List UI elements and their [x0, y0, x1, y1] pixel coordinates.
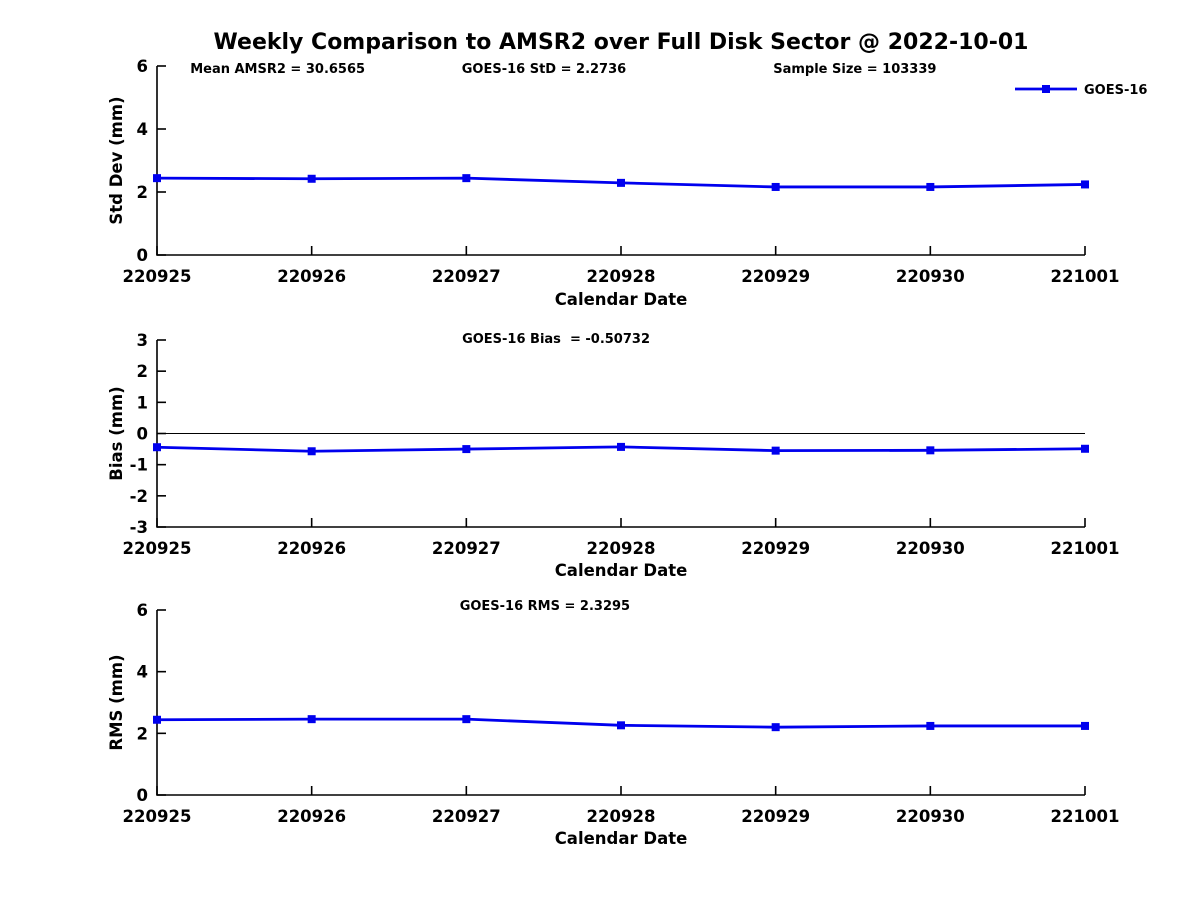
rms-subplot: 0 2 4 6 220925 220926 220927 220928 220929 220930… — [0, 595, 1200, 855]
x-tick-label: 220926 — [277, 807, 346, 826]
data-point-marker — [1081, 180, 1089, 189]
x-tick-label: 220926 — [277, 267, 346, 286]
data-point-marker — [307, 715, 316, 724]
y-tick-label: 2 — [137, 183, 148, 202]
x-tick-label: 220927 — [432, 807, 501, 826]
data-point-marker — [153, 174, 161, 183]
x-tick-label: 220929 — [741, 539, 810, 558]
x-tick-label: 220929 — [741, 267, 810, 286]
stddev-chart: 0 2 4 6 220925 220926 220927 220928 220929 220930… — [107, 57, 1147, 309]
y-tick-label: -2 — [130, 487, 148, 506]
data-point-marker — [153, 715, 161, 724]
x-tick-label: 220926 — [277, 539, 346, 558]
y-tick-label: -1 — [130, 456, 148, 475]
y-tick-label: 2 — [137, 724, 148, 743]
y-axis-title: Std Dev (mm) — [107, 96, 126, 224]
x-tick-label: 220930 — [896, 267, 965, 286]
data-point-marker — [617, 178, 625, 187]
bias-subplot: -3 -2 -1 0 1 2 3 220925 220926 220927 220928 220929… — [0, 325, 1200, 585]
annotation-text: Sample Size = 103339 — [773, 62, 936, 77]
data-point-marker — [926, 721, 935, 730]
data-point-marker — [617, 442, 625, 451]
x-tick-label: 220930 — [896, 807, 965, 826]
data-point-marker — [1081, 444, 1089, 453]
data-point-marker — [462, 174, 471, 183]
axis-frame — [156, 66, 1085, 256]
x-tick-label: 220928 — [587, 267, 656, 286]
x-tick-label: 220925 — [123, 807, 192, 826]
y-tick-label: 4 — [137, 663, 148, 682]
y-tick-label: 3 — [137, 331, 148, 350]
legend-label: GOES-16 — [1084, 83, 1147, 98]
x-axis-title: Calendar Date — [555, 290, 688, 309]
data-point-marker — [1081, 721, 1089, 730]
y-axis-title: Bias (mm) — [107, 386, 126, 480]
x-tick-label: 221001 — [1051, 539, 1120, 558]
y-tick-label: -3 — [130, 518, 148, 537]
annotation-text: GOES-16 Bias = -0.50732 — [462, 332, 650, 347]
x-tick-label: 220925 — [123, 539, 192, 558]
annotation-text: GOES-16 RMS = 2.3295 — [460, 599, 630, 614]
x-tick-label: 220925 — [123, 267, 192, 286]
page-title: Weekly Comparison to AMSR2 over Full Dis… — [213, 30, 1029, 55]
legend-marker — [1042, 85, 1050, 93]
y-axis-title: RMS (mm) — [107, 654, 126, 750]
data-point-marker — [771, 723, 780, 732]
x-axis-title: Calendar Date — [555, 561, 688, 580]
x-tick-label: 220928 — [587, 539, 656, 558]
data-point-marker — [617, 721, 625, 730]
x-tick-label: 220927 — [432, 267, 501, 286]
x-tick-label: 220929 — [741, 807, 810, 826]
data-point-marker — [462, 715, 471, 724]
x-tick-label: 221001 — [1051, 807, 1120, 826]
y-tick-label: 0 — [137, 246, 148, 265]
x-tick-label: 220927 — [432, 539, 501, 558]
annotation-text: Mean AMSR2 = 30.6565 — [190, 62, 365, 77]
y-tick-label: 6 — [137, 57, 148, 76]
data-point-marker — [926, 182, 935, 191]
y-tick-label: 0 — [137, 425, 148, 444]
x-tick-label: 220928 — [587, 807, 656, 826]
x-tick-label: 220930 — [896, 539, 965, 558]
y-tick-label: 0 — [137, 786, 148, 805]
bias-chart: -3 -2 -1 0 1 2 3 220925 220926 220927 220928 220929… — [107, 331, 1120, 580]
data-point-marker — [307, 447, 316, 456]
y-tick-label: 1 — [137, 393, 148, 412]
stddev-subplot: 0 2 4 6 220925 220926 220927 220928 220929 220930… — [0, 55, 1200, 315]
x-tick-label: 221001 — [1051, 267, 1120, 286]
data-point-marker — [307, 174, 316, 183]
y-tick-label: 2 — [137, 362, 148, 381]
annotation-text: GOES-16 StD = 2.2736 — [462, 62, 626, 77]
y-tick-label: 4 — [137, 120, 148, 139]
data-point-marker — [153, 443, 161, 452]
data-point-marker — [771, 446, 780, 455]
data-point-marker — [462, 445, 471, 454]
rms-chart: 0 2 4 6 220925 220926 220927 220928 220929 220930… — [107, 599, 1120, 848]
y-tick-label: 6 — [137, 601, 148, 620]
data-point-marker — [926, 446, 935, 455]
x-axis-title: Calendar Date — [555, 829, 688, 848]
axis-frame — [156, 610, 1085, 796]
data-point-marker — [771, 182, 780, 191]
